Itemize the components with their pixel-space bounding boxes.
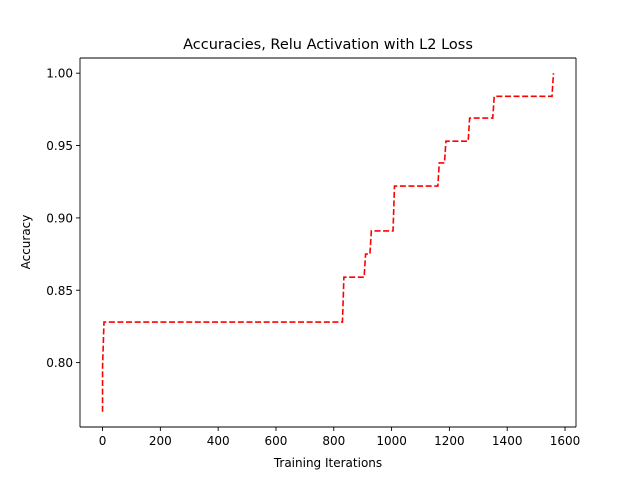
series-line-0 xyxy=(101,73,555,412)
x-tick-label: 1400 xyxy=(492,434,523,448)
y-tick-label: 1.00 xyxy=(46,67,73,81)
x-tick-label: 600 xyxy=(265,434,288,448)
x-tick-label: 1000 xyxy=(376,434,407,448)
x-axis-label: Training Iterations xyxy=(273,456,382,470)
y-axis-label: Accuracy xyxy=(19,215,33,270)
chart-title: Accuracies, Relu Activation with L2 Loss xyxy=(183,37,473,53)
x-tick-label: 1200 xyxy=(434,434,465,448)
x-tick-label: 800 xyxy=(322,434,345,448)
y-tick-label: 0.85 xyxy=(46,284,73,298)
x-tick-label: 200 xyxy=(149,434,172,448)
y-tick-label: 0.80 xyxy=(46,356,73,370)
x-tick-label: 1600 xyxy=(550,434,581,448)
y-tick-label: 0.90 xyxy=(46,211,73,225)
y-tick-label: 0.95 xyxy=(46,139,73,153)
axes-layer: 0 200 400 600 800 1000 1200 1400 1600 0.80 0.85 0.9… xyxy=(46,57,581,448)
x-tick-label: 0 xyxy=(99,434,107,448)
x-tick-label: 400 xyxy=(207,434,230,448)
plot-background xyxy=(80,58,576,427)
series-layer xyxy=(101,73,555,412)
